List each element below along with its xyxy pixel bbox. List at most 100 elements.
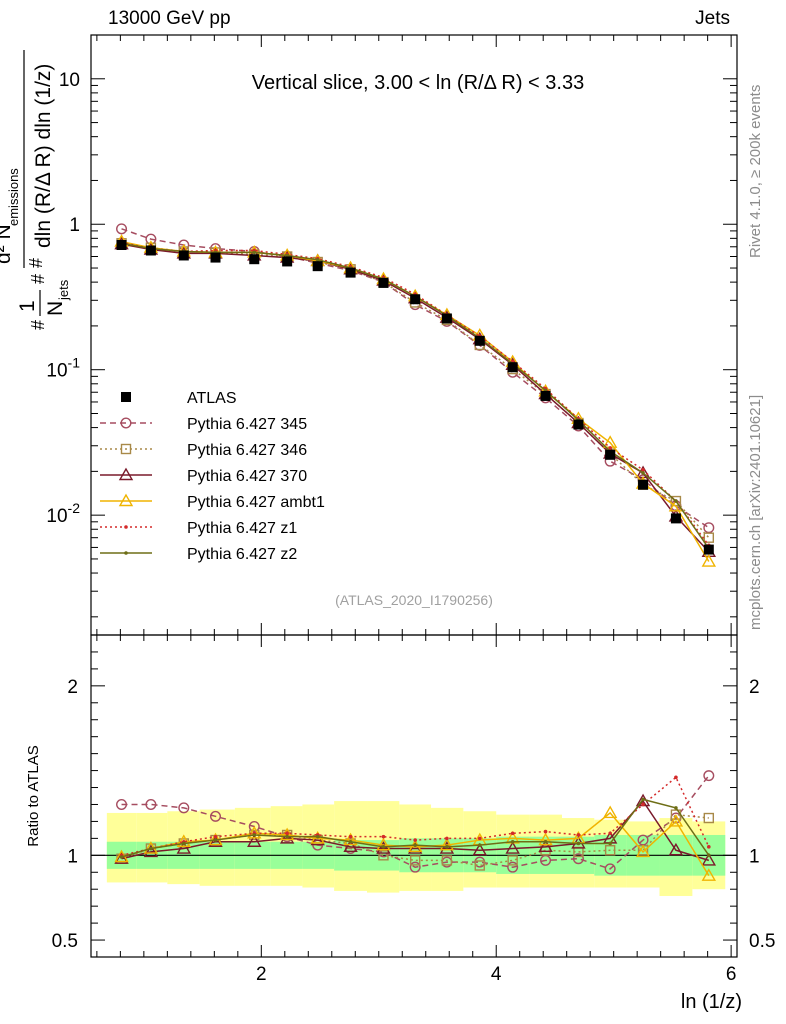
series-marker-triangle — [407, 841, 423, 854]
series-marker-dot — [641, 468, 645, 472]
analysis-watermark: (ATLAS_2020_I1790256) — [335, 592, 493, 608]
series-marker-triangle — [279, 830, 295, 844]
series-marker-dot — [252, 250, 257, 255]
atlas-data-point — [573, 419, 584, 430]
series-marker-triangle — [439, 837, 455, 851]
atlas-data-point — [474, 335, 485, 346]
y-tick-label-ratio-left: 2 — [67, 677, 78, 698]
y-tick-label-ratio-right: 1 — [749, 846, 760, 867]
series-marker-triangle — [143, 844, 159, 858]
legend-label: Pythia 6.427 ambt1 — [187, 494, 325, 511]
atlas-data-points — [116, 239, 714, 555]
atlas-data-point — [507, 362, 518, 373]
atlas-data-point — [540, 390, 551, 401]
series-marker-triangle — [538, 832, 553, 846]
main-plot-frame — [90, 34, 738, 636]
series-marker-dot — [124, 525, 128, 529]
series-marker-triangle — [176, 841, 191, 854]
series-marker-dot — [674, 499, 678, 503]
series-marker-dot — [413, 838, 417, 842]
series-marker-square — [378, 850, 389, 861]
series-marker-dot — [413, 843, 417, 847]
ratio-plot-frame — [90, 634, 738, 958]
series-marker-square — [441, 855, 453, 866]
ylabel-denominator: dln (R/Δ R) dln (1/z) — [32, 64, 55, 248]
atlas-data-point — [116, 239, 127, 250]
series-marker-dot — [641, 797, 645, 802]
ylabel-hash-1: # — [28, 320, 48, 330]
series-marker-circle — [178, 802, 190, 814]
atlas-data-point — [145, 245, 156, 256]
header-left-label: 13000 GeV pp — [108, 8, 231, 29]
y-tick-label-main: 1 — [69, 215, 80, 236]
series-marker-triangle — [118, 493, 134, 507]
series-marker-dot — [608, 841, 612, 846]
series-marker-square — [604, 845, 616, 856]
atlas-data-point — [249, 254, 260, 265]
header-right-label: Jets — [695, 8, 730, 29]
series-marker-square — [345, 838, 356, 849]
x-tick-label: 6 — [726, 964, 737, 985]
series-marker-square — [474, 860, 485, 871]
y-tick-label-ratio-right: 0.5 — [749, 931, 775, 952]
series-marker-dot — [674, 806, 678, 810]
ylabel-jets-sub: jets — [56, 279, 71, 301]
ylabel-d2N: d² N — [0, 224, 15, 264]
series-marker-dot — [576, 833, 581, 837]
series-marker-dot — [510, 839, 515, 844]
x-axis-label: ln (1/z) — [681, 991, 742, 1013]
y-tick-label-ratio-left: 1 — [67, 846, 78, 867]
legend-label: Pythia 6.427 346 — [187, 442, 307, 459]
series-marker-dot — [181, 841, 186, 846]
series-marker-triangle — [247, 825, 262, 839]
series-marker-circle — [507, 861, 519, 873]
series-marker-dot — [252, 833, 257, 837]
series-marker-dot — [543, 829, 548, 834]
series-marker-dot — [477, 843, 482, 847]
series-marker-triangle — [407, 839, 423, 853]
series-marker-square — [703, 532, 715, 543]
series-marker-square — [120, 443, 132, 455]
series-marker-circle — [703, 770, 715, 782]
series-marker-triangle — [602, 805, 618, 819]
series-marker-triangle — [668, 814, 684, 827]
legend-marker-atlas — [121, 392, 131, 402]
series-marker-circle — [540, 854, 552, 866]
series-marker-triangle — [343, 832, 358, 846]
atlas-data-point — [378, 277, 389, 288]
series-marker-triangle — [310, 832, 325, 846]
series-marker-circle — [145, 798, 157, 810]
series-line — [121, 775, 710, 870]
series-marker-circle — [210, 810, 222, 822]
ylabel-hash-2: # — [28, 274, 48, 284]
atlas-data-point — [703, 544, 714, 555]
series-marker-circle — [116, 798, 128, 810]
series-main-pythia-6-427-345 — [116, 223, 715, 534]
series-marker-circle — [120, 417, 132, 429]
series-marker-dot — [315, 834, 320, 839]
atlas-data-point — [210, 252, 221, 263]
ylabel-one: 1 — [16, 300, 39, 312]
atlas-data-point — [670, 513, 681, 524]
atlas-data-point — [638, 479, 649, 490]
atlas-data-point — [410, 294, 421, 305]
series-marker-triangle — [114, 851, 129, 864]
legend-label: Pythia 6.427 z1 — [187, 520, 297, 537]
series-marker-dot — [674, 775, 678, 780]
series-marker-dot — [576, 841, 581, 846]
series-marker-dot — [285, 831, 289, 836]
y-tick-label-ratio-left: 0.5 — [52, 931, 78, 952]
series-marker-triangle — [701, 868, 717, 881]
ratio-axis-label: Ratio to ATLAS — [25, 745, 42, 846]
series-marker-dot — [510, 831, 515, 836]
ylabel-hash-3: # — [26, 258, 46, 268]
series-marker-triangle — [279, 827, 295, 841]
chart-title: Vertical slice, 3.00 < ln (R/Δ R) < 3.33 — [252, 72, 584, 94]
series-ratio-pythia-6-427-z2 — [119, 797, 711, 859]
series-marker-dot — [348, 834, 353, 839]
series-marker-dot — [381, 845, 386, 849]
axes-ticks — [91, 34, 737, 958]
series-marker-dot — [315, 257, 320, 262]
series-marker-circle — [409, 861, 421, 873]
